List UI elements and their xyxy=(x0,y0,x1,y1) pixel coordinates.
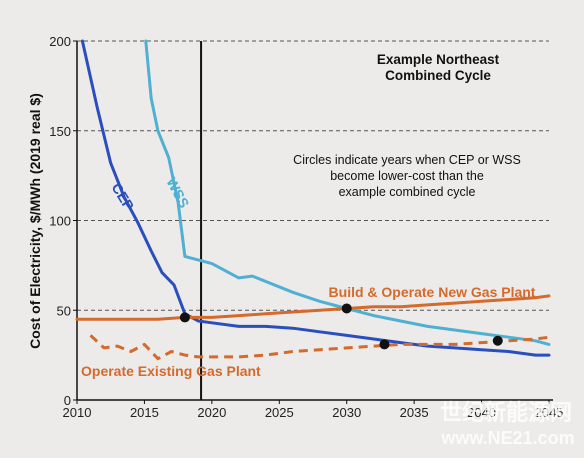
watermark-url: www.NE21.com xyxy=(440,428,574,448)
grid-layer xyxy=(77,40,549,311)
x-tick-label-2015: 2015 xyxy=(130,405,159,420)
crossover-point xyxy=(341,303,352,314)
series-layer xyxy=(75,39,551,361)
series-line-wss xyxy=(144,39,551,346)
series-label-existing-gas: Operate Existing Gas Plant xyxy=(81,363,261,379)
x-tick-label-2035: 2035 xyxy=(400,405,429,420)
annotation-line-3: example combined cycle xyxy=(339,185,476,199)
series-line-build-operate-new-gas-plant xyxy=(75,294,551,321)
text-layer: Cost of Electricity, $/MWh (2019 real $)… xyxy=(27,52,575,448)
chart-title: Example Northeast xyxy=(377,52,500,67)
x-tick-label-2025: 2025 xyxy=(265,405,294,420)
x-tick-label-2020: 2020 xyxy=(197,405,226,420)
series-label-cep: CEP xyxy=(108,180,137,213)
y-tick-label-100: 100 xyxy=(49,214,71,229)
crossover-point xyxy=(492,335,503,346)
x-tick-label-2040: 2040 xyxy=(467,405,496,420)
y-axis-label: Cost of Electricity, $/MWh (2019 real $) xyxy=(27,93,43,349)
y-tick-label-50: 50 xyxy=(57,303,71,318)
x-tick-label-2045: 2045 xyxy=(535,405,564,420)
y-tick-label-200: 200 xyxy=(49,34,71,49)
annotation-line-1: Circles indicate years when CEP or WSS xyxy=(293,153,521,167)
series-label-new-gas: Build & Operate New Gas Plant xyxy=(329,284,536,300)
watermark-cn: 世纪新能源网 xyxy=(440,400,572,425)
marker-layer xyxy=(179,303,503,350)
crossover-point xyxy=(379,339,390,350)
series-line-operate-existing-gas-plant xyxy=(89,334,550,361)
x-tick-label-2030: 2030 xyxy=(332,405,361,420)
series-line-cep xyxy=(80,39,551,357)
chart-subtitle: Combined Cycle xyxy=(385,68,491,83)
x-tick-label-2010: 2010 xyxy=(63,405,92,420)
series-label-wss: WSS xyxy=(163,175,192,211)
crossover-point xyxy=(179,312,190,323)
y-tick-label-150: 150 xyxy=(49,124,71,139)
axis-layer: 0 50 100 150 200 2010 2015 2020 2025 2030 2035 2040… xyxy=(49,34,563,420)
annotation-line-2: become lower-cost than the xyxy=(330,169,484,183)
y-tick-label-0: 0 xyxy=(64,393,71,408)
